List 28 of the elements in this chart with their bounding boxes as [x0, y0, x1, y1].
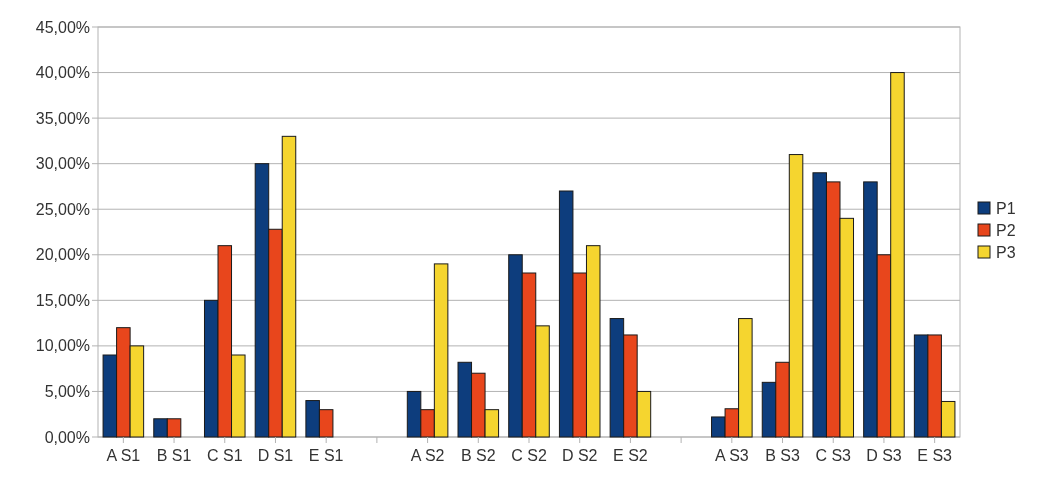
x-tick-label: D S2 [561, 447, 598, 464]
x-tick-label: A S2 [410, 447, 445, 464]
y-tick-label: 5,00% [44, 383, 90, 401]
x-tick-label: B S2 [460, 447, 496, 464]
x-tick-label: A S1 [106, 447, 141, 464]
x-tick-label: E S1 [308, 447, 344, 464]
x-tick-label: B S3 [765, 447, 800, 464]
x-tick-label: B S1 [156, 447, 192, 464]
x-tick-label: E S2 [613, 447, 648, 464]
y-tick-label: 25,00% [35, 200, 90, 218]
y-tick-label: 40,00% [35, 64, 90, 82]
legend-label: P1 [996, 199, 1016, 217]
y-tick-label: 15,00% [35, 291, 90, 309]
x-tick-label: C S3 [815, 447, 852, 464]
x-tick-label: C S1 [206, 447, 243, 464]
x-tick-label: D S3 [866, 447, 902, 464]
x-tick-label: A S3 [714, 447, 749, 464]
x-tick-label: D S1 [257, 447, 294, 464]
y-tick-label: 0,00% [44, 428, 90, 446]
y-tick-label: 20,00% [35, 246, 90, 264]
y-tick-label: 30,00% [35, 155, 90, 173]
legend-label: P3 [996, 243, 1016, 261]
x-tick-label: C S2 [511, 447, 547, 464]
y-tick-label: 35,00% [35, 109, 90, 127]
legend-label: P2 [996, 221, 1016, 239]
y-tick-label: 10,00% [35, 337, 90, 355]
y-tick-label: 45,00% [35, 18, 90, 36]
x-tick-label: E S3 [917, 447, 953, 464]
